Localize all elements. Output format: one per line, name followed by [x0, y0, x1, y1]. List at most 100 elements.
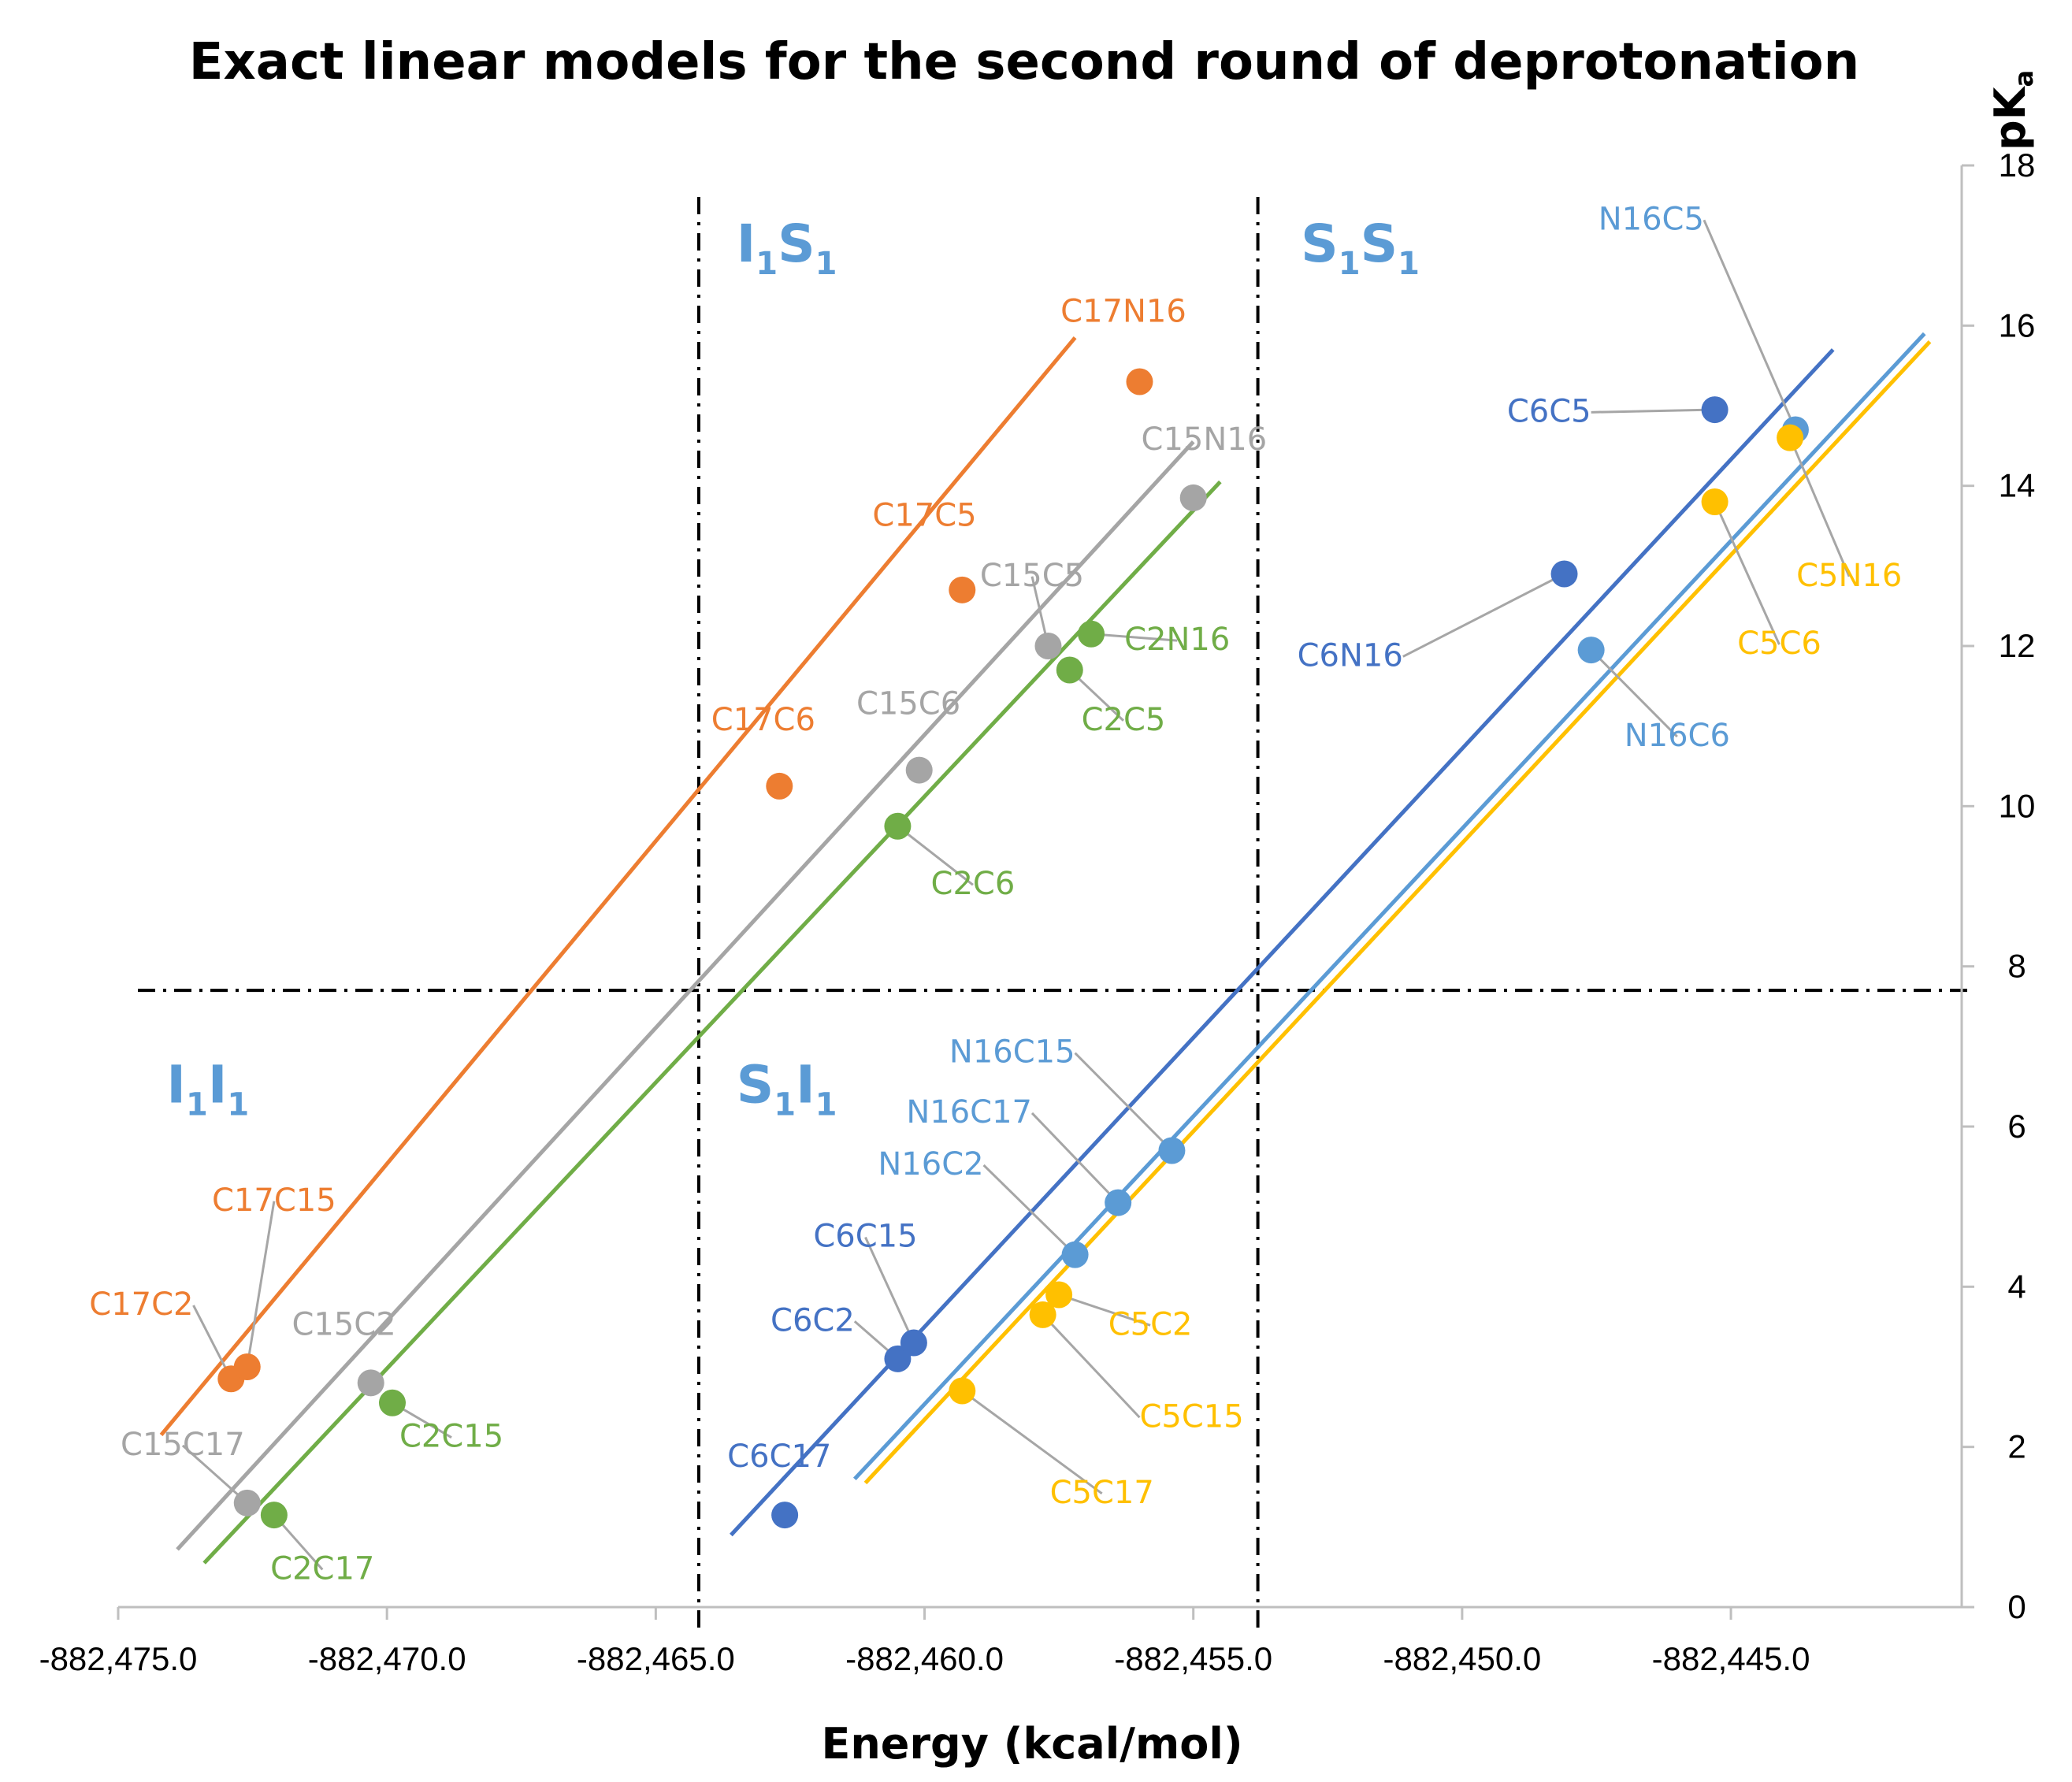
y-tick-label: 0 [2007, 1588, 2026, 1625]
data-label: N16C15 [949, 1034, 1075, 1071]
data-label: N16C5 [1599, 201, 1704, 237]
data-label: C5C2 [1108, 1306, 1193, 1342]
data-label: N16C6 [1625, 718, 1730, 754]
data-point [233, 1353, 261, 1380]
series-line [159, 336, 1077, 1437]
data-point [1029, 1301, 1056, 1328]
region-label: I1I1 [166, 1055, 249, 1123]
data-point [884, 812, 912, 840]
y-tick-label: 18 [1999, 147, 2036, 184]
y-axis-title: pKa [1985, 70, 2039, 150]
data-point [1056, 656, 1083, 684]
leader-line [1042, 1313, 1141, 1419]
data-label: C2C5 [1082, 702, 1166, 738]
region-label: S1I1 [737, 1055, 837, 1123]
x-tick-label: -882,475.0 [39, 1640, 198, 1677]
x-tick-label: -882,465.0 [577, 1640, 735, 1677]
x-tick-label: -882,455.0 [1114, 1640, 1272, 1677]
data-label: C6C17 [727, 1439, 831, 1475]
leader-line [1030, 1112, 1120, 1204]
data-label: C5N16 [1796, 558, 1902, 594]
leader-line [246, 1201, 276, 1368]
y-tick-label: 4 [2007, 1268, 2026, 1305]
x-tick-label: -882,445.0 [1652, 1640, 1810, 1677]
leader-line [1090, 633, 1178, 642]
leader-line [1788, 437, 1851, 577]
data-point [260, 1502, 288, 1529]
x-axis-title: Energy (kcal/mol) [821, 1719, 1242, 1769]
data-label: C2C15 [399, 1419, 503, 1455]
leader-line [1058, 1294, 1151, 1327]
region-letter: S [737, 1055, 774, 1116]
y-tick-label: 10 [1999, 787, 2036, 824]
data-label: C6N16 [1298, 637, 1403, 674]
data-point [1105, 1189, 1132, 1216]
leader-line [1590, 649, 1678, 738]
region-subscript: 1 [1398, 246, 1420, 282]
series-line [863, 340, 1932, 1485]
leader-line [897, 825, 974, 886]
data-label: C15C17 [121, 1427, 245, 1463]
leader-line [1074, 1052, 1173, 1152]
region-subscript: 1 [227, 1087, 249, 1123]
data-point [357, 1369, 384, 1397]
x-tick-label: -882,470.0 [308, 1640, 466, 1677]
y-tick-label: 16 [1999, 306, 2036, 343]
data-point [771, 1502, 799, 1529]
data-label: C15N16 [1142, 421, 1268, 458]
data-label: C15C6 [856, 685, 960, 722]
data-point [1179, 484, 1207, 511]
data-label: N16C17 [906, 1094, 1032, 1130]
data-points [217, 368, 1809, 1529]
dividers [138, 197, 1974, 1631]
data-point [1158, 1137, 1186, 1164]
data-label: C17C5 [872, 498, 976, 534]
data-point [233, 1489, 261, 1517]
x-axis: -882,475.0 -882,470.0 -882,465.0 -882,460.0… [39, 1606, 1962, 1677]
data-label: C5C15 [1139, 1398, 1243, 1435]
data-label: C6C15 [813, 1219, 917, 1255]
x-tick-label: -882,460.0 [845, 1640, 1004, 1677]
y-axis: 0 2 4 6 8 10 12 14 16 18 [1960, 147, 2036, 1625]
region-letter: I [208, 1055, 228, 1116]
leader-line [864, 1236, 915, 1344]
region-subscript: 1 [1339, 246, 1361, 282]
y-tick-label: 6 [2007, 1108, 2026, 1145]
region-letter: I [737, 213, 756, 274]
data-point [379, 1389, 406, 1416]
data-point [905, 756, 933, 784]
data-label: C6C5 [1507, 393, 1591, 429]
point-labels: C17C2 C17C15 C17C6 C17C5 C17N16 C15C17 C15C2 C1… [89, 201, 1902, 1587]
data-label: C17C15 [212, 1182, 336, 1219]
data-label: C17N16 [1060, 293, 1186, 329]
data-point [1777, 424, 1804, 451]
data-label: C5C17 [1050, 1475, 1154, 1511]
data-point [1078, 620, 1105, 648]
data-point [949, 1377, 976, 1405]
region-subscript: 1 [756, 246, 778, 282]
data-point [900, 1329, 927, 1357]
data-point [1061, 1241, 1089, 1268]
leader-line [1703, 219, 1797, 431]
data-label: N16C2 [878, 1146, 983, 1182]
region-letter: I [166, 1055, 186, 1116]
region-letter: S [1301, 213, 1339, 274]
y-tick-label: 8 [2007, 948, 2026, 985]
region-subscript: 1 [815, 1087, 837, 1123]
region-subscript: 1 [815, 246, 837, 282]
chart-title: Exact linear models for the second round… [189, 33, 1859, 91]
y-axis-title-sub: a [2009, 70, 2039, 87]
data-point [1550, 560, 1578, 588]
leader-line [982, 1164, 1076, 1256]
data-label: C17C6 [711, 702, 815, 738]
region-label: I1S1 [737, 213, 837, 282]
data-label: C6C2 [771, 1302, 855, 1338]
leader-line [1591, 408, 1715, 414]
leader-line [181, 1444, 248, 1504]
data-point [949, 576, 976, 603]
series-line [202, 480, 1222, 1565]
region-subscript: 1 [186, 1087, 208, 1123]
data-label: C17C2 [89, 1286, 193, 1323]
